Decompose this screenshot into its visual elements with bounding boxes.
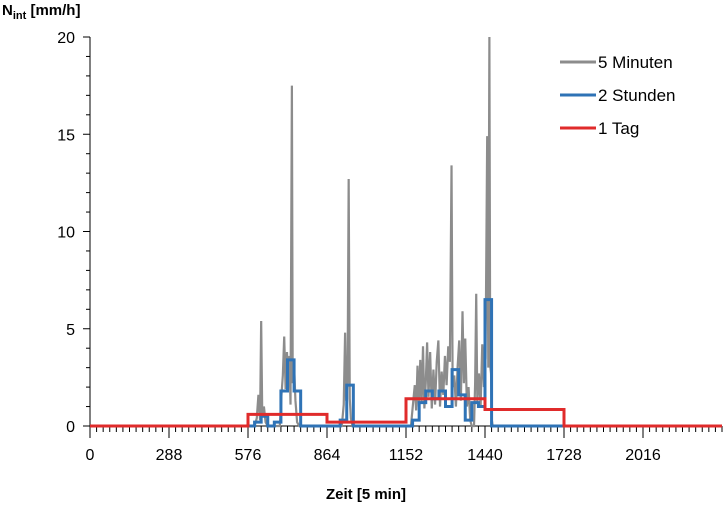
y-axis-title-subscript: int — [13, 10, 27, 22]
y-axis-title: Nint [mm/h] — [2, 2, 80, 22]
y-tick-label: 5 — [66, 322, 75, 339]
legend: 5 Minuten 2 Stunden 1 Tag — [560, 53, 676, 138]
y-tick-label: 0 — [66, 419, 75, 436]
series-line-2 — [90, 298, 722, 428]
x-axis-title: Zeit [5 min] — [326, 486, 406, 503]
y-axis-title-unit: [mm/h] — [26, 2, 80, 19]
legend-label-1: 5 Minuten — [598, 53, 673, 72]
x-tick-label: 2016 — [625, 447, 661, 464]
series-line-3 — [90, 397, 722, 428]
y-tick-label: 20 — [57, 30, 75, 47]
legend-label-2: 2 Stunden — [598, 86, 676, 105]
x-tick-label: 1728 — [546, 447, 582, 464]
x-tick-label: 864 — [314, 447, 341, 464]
y-axis-title-main: N — [2, 2, 13, 19]
x-tick-label: 1440 — [467, 447, 503, 464]
legend-label-3: 1 Tag — [598, 119, 639, 138]
x-tick-label: 288 — [156, 447, 183, 464]
y-tick-label: 15 — [57, 127, 75, 144]
series-layer — [90, 36, 722, 428]
y-tick-label: 10 — [57, 225, 75, 242]
series-line-1 — [90, 36, 722, 428]
y-axis: 0 5 10 15 20 — [57, 30, 91, 436]
x-axis: 0 288 576 864 1152 1440 1728 2016 — [86, 425, 723, 464]
x-tick-label: 576 — [235, 447, 262, 464]
x-tick-label: 1152 — [389, 447, 424, 464]
x-tick-label: 0 — [86, 447, 95, 464]
